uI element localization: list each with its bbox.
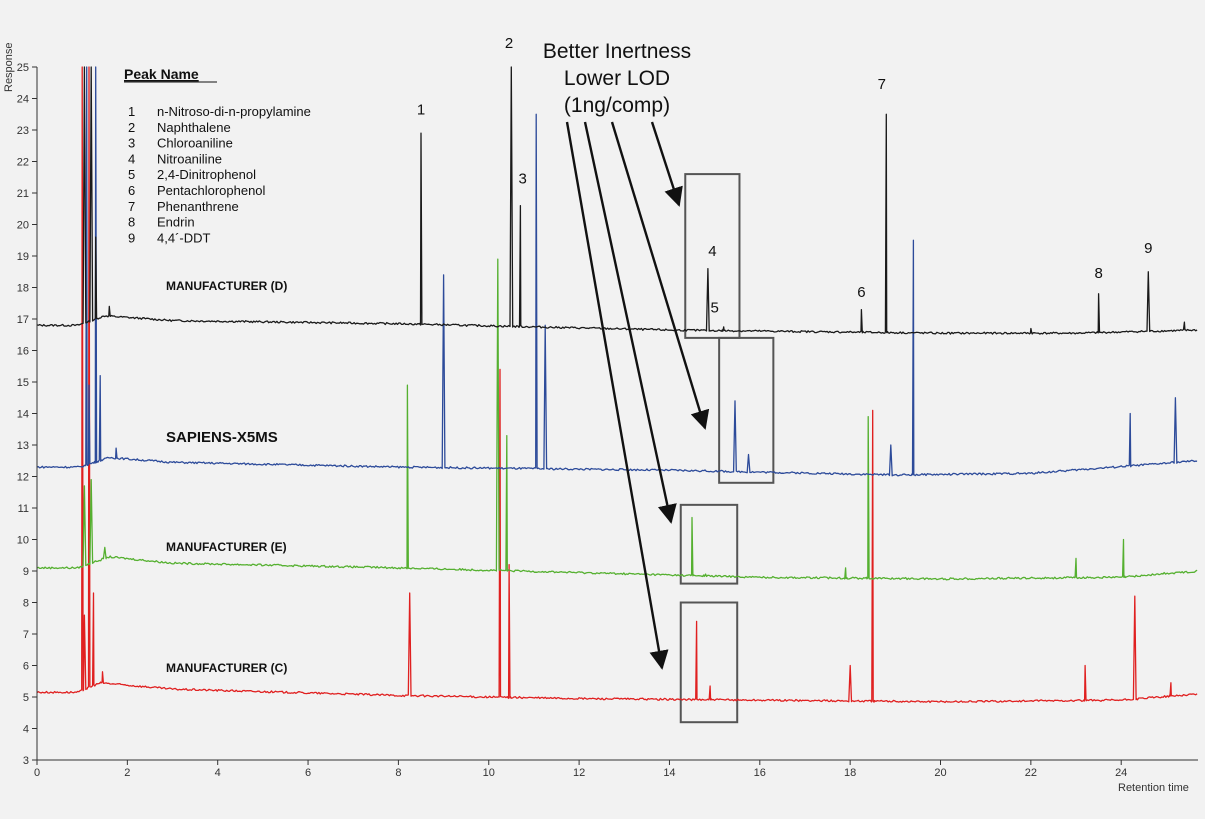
- callout-line-3: (1ng/comp): [564, 94, 670, 117]
- x-tick-label: 2: [124, 767, 130, 779]
- callout-arrow: [610, 121, 710, 430]
- peak-number-label: 2: [505, 35, 513, 52]
- callout: Better Inertness Lower LOD (1ng/comp): [543, 40, 710, 670]
- y-tick-label: 14: [17, 409, 29, 421]
- callout-arrow: [650, 121, 683, 207]
- y-tick-label: 5: [23, 692, 29, 704]
- legend-item-name: Chloroaniline: [157, 136, 233, 151]
- y-tick-label: 9: [23, 566, 29, 578]
- y-tick-label: 10: [17, 535, 29, 547]
- legend-item-name: n-Nitroso-di-n-propylamine: [157, 104, 311, 119]
- legend-item-name: Phenanthrene: [157, 199, 239, 214]
- peak-number-label: 9: [1144, 240, 1152, 257]
- peak-number-label: 6: [857, 284, 865, 301]
- trace-labels: MANUFACTURER (D) SAPIENS-X5MS MANUFACTUR…: [166, 279, 287, 675]
- callout-line-1: Better Inertness: [543, 40, 691, 63]
- legend-item-name: Endrin: [157, 215, 195, 230]
- y-tick-label: 6: [23, 661, 29, 673]
- callout-line-2: Lower LOD: [564, 67, 670, 90]
- chromatogram-traces: [36, 66, 1198, 704]
- x-tick-label: 10: [483, 767, 495, 779]
- y-tick-label: 20: [17, 220, 29, 232]
- highlight-box: [718, 336, 775, 484]
- x-axis-label: Retention time: [1118, 782, 1189, 794]
- y-tick-label: 13: [17, 440, 29, 452]
- y-tick-label: 21: [17, 188, 29, 200]
- peak-number-label: 8: [1094, 265, 1102, 282]
- x-tick-label: 4: [215, 767, 221, 779]
- trace-manufacturer-e: [36, 258, 1198, 581]
- legend-item-name: Nitroaniline: [157, 151, 222, 166]
- highlight-boxes: [679, 173, 775, 724]
- legend-item-number: 5: [128, 167, 135, 182]
- callout-arrow: [583, 121, 677, 524]
- trace-manufacturer-d: [36, 66, 1198, 335]
- y-tick-label: 25: [17, 62, 29, 74]
- y-tick-label: 22: [17, 157, 29, 169]
- trace-label-manufacturer-c: MANUFACTURER (C): [166, 661, 287, 675]
- y-tick-label: 11: [18, 503, 29, 515]
- legend-item-number: 1: [128, 104, 135, 119]
- legend-item-number: 4: [128, 151, 135, 166]
- x-tick-label: 0: [34, 767, 40, 779]
- peak-number-label: 1: [417, 101, 425, 118]
- peak-number-label: 5: [710, 300, 718, 317]
- trace-label-manufacturer-e: MANUFACTURER (E): [166, 540, 287, 554]
- legend-items: 1 n-Nitroso-di-n-propylamine 2 Naphthalene 3…: [128, 104, 311, 245]
- legend-item-name: Naphthalene: [157, 120, 231, 135]
- y-tick-label: 17: [17, 314, 29, 326]
- legend-item-number: 9: [128, 230, 135, 245]
- y-tick-label: 18: [17, 283, 29, 295]
- y-tick-label: 15: [17, 377, 29, 389]
- y-axis-label: Response: [3, 42, 15, 92]
- y-tick-label: 23: [17, 125, 29, 137]
- y-tick-label: 19: [17, 251, 29, 263]
- x-tick-label: 20: [934, 767, 946, 779]
- legend-item-number: 3: [128, 136, 135, 151]
- y-tick-label: 12: [17, 472, 29, 484]
- peak-number-label: 7: [878, 76, 886, 93]
- y-tick-label: 16: [17, 346, 29, 358]
- y-tick-label: 24: [17, 94, 29, 106]
- x-tick-label: 14: [663, 767, 675, 779]
- legend-item-number: 7: [128, 199, 135, 214]
- x-tick-label: 18: [844, 767, 856, 779]
- y-tick-label: 7: [23, 629, 29, 641]
- y-axis-ticks: 3 4 5 6 7 8 9 10 11 12 13 14 15 16 17 18 19 20 21 22 23 24 25: [17, 62, 37, 767]
- legend-item-name: 2,4-Dinitrophenol: [157, 167, 256, 182]
- trace-manufacturer-c: [36, 66, 1198, 704]
- legend-item-number: 6: [128, 183, 135, 198]
- peak-number-label: 3: [518, 171, 526, 188]
- peak-number-labels: 1 2 3 4 5 6 7 8 9: [417, 35, 1153, 317]
- x-axis-ticks: 0 2 4 6 8 10 12 14 16 18 20 22 24: [34, 760, 1127, 779]
- trace-sapiens-x5ms: [36, 66, 1198, 477]
- legend-item-name: 4,4´-DDT: [157, 230, 211, 245]
- highlight-box: [679, 503, 739, 585]
- callout-arrows: [565, 121, 710, 670]
- y-tick-label: 8: [23, 598, 29, 610]
- x-tick-label: 22: [1025, 767, 1037, 779]
- x-tick-label: 6: [305, 767, 311, 779]
- trace-label-sapiens-x5ms: SAPIENS-X5MS: [166, 429, 278, 446]
- callout-arrow: [565, 121, 669, 670]
- x-tick-label: 16: [754, 767, 766, 779]
- y-tick-label: 4: [23, 724, 29, 736]
- legend-title: Peak Name: [124, 66, 199, 82]
- highlight-box: [679, 601, 739, 724]
- peak-number-label: 4: [708, 243, 716, 260]
- highlight-box: [684, 173, 741, 339]
- axes: 345678910111213141516171819202122232425 …: [3, 42, 1198, 794]
- legend-item-name: Pentachlorophenol: [157, 183, 266, 198]
- y-tick-label: 3: [23, 755, 29, 767]
- trace-label-manufacturer-d: MANUFACTURER (D): [166, 279, 287, 293]
- x-tick-label: 8: [395, 767, 401, 779]
- x-tick-label: 24: [1115, 767, 1127, 779]
- peak-name-legend: Peak Name 1 n-Nitroso-di-n-propylamine 2 Na…: [124, 66, 311, 245]
- legend-item-number: 8: [128, 215, 135, 230]
- legend-item-number: 2: [128, 120, 135, 135]
- x-tick-label: 12: [573, 767, 585, 779]
